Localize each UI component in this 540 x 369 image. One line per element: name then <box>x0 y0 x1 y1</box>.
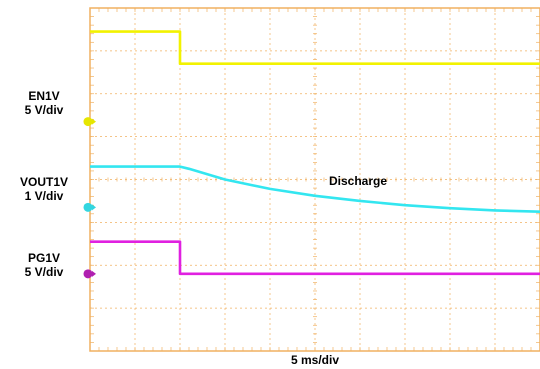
annotation-discharge: Discharge <box>329 174 387 188</box>
ground-arrow-vout1v <box>92 204 96 211</box>
channel-scale-en1v: 5 V/div <box>25 103 64 117</box>
trace-en1v <box>90 30 540 65</box>
trace-vout1v <box>90 165 540 213</box>
grid <box>89 7 540 352</box>
trace-pg1v <box>90 240 540 276</box>
channel-label-pg1v: PG1V <box>28 251 60 265</box>
channel-label-en1v: EN1V <box>28 89 59 103</box>
channel-scale-vout1v: 1 V/div <box>25 189 64 203</box>
traces <box>90 30 540 276</box>
ground-marker-en1v <box>83 117 93 127</box>
time-scale-label: 5 ms/div <box>291 353 339 367</box>
channel-label-vout1v: VOUT1V <box>20 175 68 189</box>
ground-arrow-pg1v <box>92 270 96 277</box>
ground-marker-vout1v <box>83 202 93 212</box>
ground-arrow-en1v <box>92 118 96 125</box>
channel-markers <box>83 117 96 279</box>
channel-scale-pg1v: 5 V/div <box>25 265 64 279</box>
ground-marker-pg1v <box>83 269 93 279</box>
